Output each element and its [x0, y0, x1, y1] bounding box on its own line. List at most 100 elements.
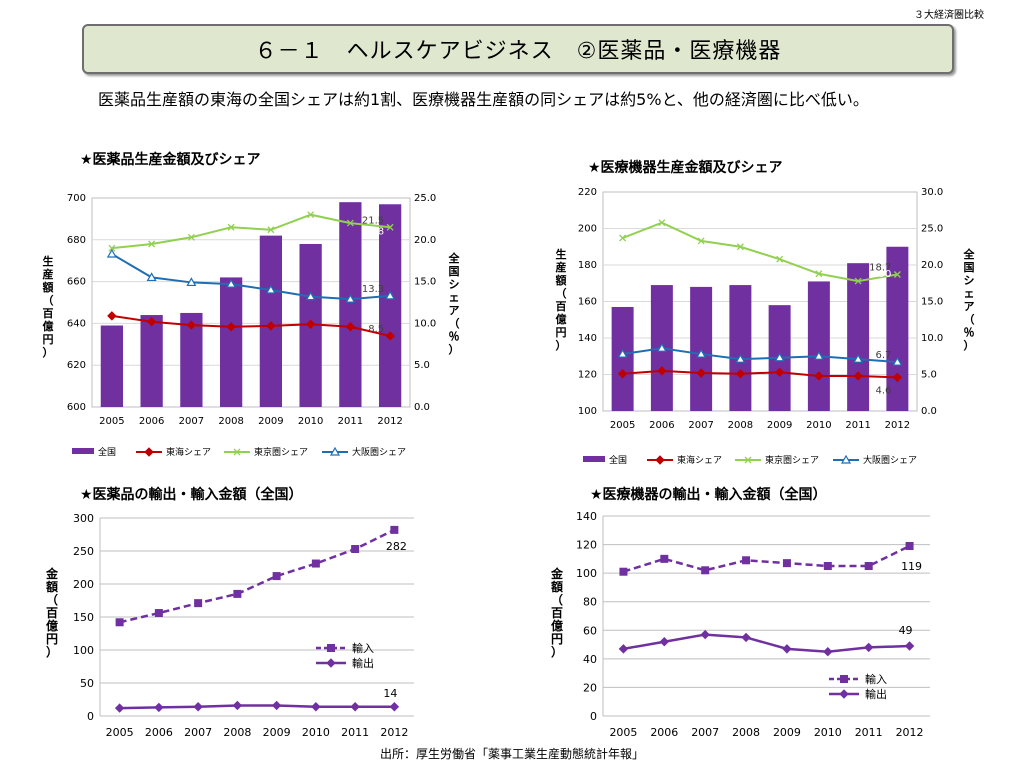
y-tick-label: 40	[583, 653, 597, 666]
series-marker	[266, 321, 276, 331]
chart-pharma-production: 600 620 640 660 680 700 0.0 5.0 10.0 15.0 20.0 25.0…	[42, 193, 461, 458]
legend-label: 輸入	[865, 672, 887, 686]
series-marker	[346, 219, 354, 227]
series-marker	[345, 293, 356, 303]
source-note: 出所：厚生労働省「薬事工業生産動態統計年報」	[379, 747, 644, 761]
data-label-tokyo: 18.7	[869, 262, 891, 273]
y-tick-label: 300	[73, 512, 94, 525]
y2-tick-label: 15.0	[921, 297, 943, 308]
x-tick-label: 2008	[218, 416, 243, 427]
series-marker	[351, 545, 360, 554]
data-label-tokyo: 21.5	[362, 215, 384, 226]
legend-swatch-zenkoku	[72, 448, 94, 454]
x-tick-label: 2007	[179, 416, 204, 427]
x-tick-label: 2007	[184, 726, 212, 739]
series-marker	[619, 567, 628, 576]
svg-text:円: 円	[43, 333, 54, 346]
svg-text:額: 額	[550, 579, 563, 594]
svg-text:額: 額	[555, 273, 567, 287]
series-marker	[892, 372, 903, 383]
x-tick-label: 2009	[258, 416, 283, 427]
series-marker	[305, 319, 316, 329]
series-marker	[154, 702, 164, 713]
y-tick-label: 600	[67, 402, 86, 413]
svg-text:全: 全	[963, 247, 976, 261]
x-tick-label: 2011	[845, 420, 870, 431]
series-marker	[617, 369, 628, 379]
series-marker	[187, 233, 195, 241]
x-tick-label: 2012	[377, 416, 402, 427]
svg-text:産: 産	[556, 260, 567, 274]
series-marker	[271, 700, 282, 711]
series-marker	[774, 367, 785, 378]
series-marker	[864, 562, 873, 570]
legend-swatch-zenkoku	[583, 456, 605, 462]
series-line	[111, 213, 391, 250]
series-marker	[658, 219, 666, 227]
legend-label: 大阪圏シェア	[863, 454, 917, 466]
bar-zenkoku	[847, 263, 870, 411]
legend-label: 東海シェア	[166, 446, 211, 458]
data-label-export: 49	[899, 624, 913, 637]
legend-label: 大阪圏シェア	[352, 446, 406, 458]
legend: 全国 東海シェア 東京圏シェア 大阪圏シェア	[72, 446, 406, 458]
series-marker	[892, 356, 903, 366]
data-label-export: 14	[383, 687, 397, 700]
series-marker	[853, 353, 864, 363]
chart-title-device-production: ★医療機器生産金額及びシェア	[588, 160, 783, 176]
series-marker	[305, 291, 316, 301]
x-tick-label: 2009	[263, 726, 291, 739]
svg-text:円: 円	[46, 632, 58, 646]
series-marker	[350, 702, 360, 712]
y-tick-label: 640	[67, 318, 86, 329]
series-marker	[659, 637, 670, 647]
svg-text:シ: シ	[964, 274, 975, 287]
series-marker	[782, 644, 792, 654]
series-line	[119, 704, 395, 710]
series-line	[622, 347, 898, 364]
svg-text:億: 億	[551, 618, 563, 633]
legend-marker	[144, 447, 154, 457]
legend-marker	[655, 455, 665, 465]
series-marker	[774, 352, 785, 362]
svg-text:円: 円	[556, 326, 567, 339]
series-line	[622, 369, 898, 379]
page-title-box: ６－１ ヘルスケアビジネス ②医薬品・医療機器	[82, 24, 954, 74]
series-line	[111, 314, 391, 337]
legend-marker	[840, 675, 848, 683]
data-label-import: 282	[386, 540, 407, 553]
data-label-osaka: 13.3	[362, 284, 384, 295]
svg-text:国: 国	[449, 265, 460, 278]
series-marker	[893, 271, 901, 278]
svg-text:円: 円	[551, 632, 563, 646]
y-tick-label: 250	[73, 545, 94, 558]
series-marker	[813, 351, 824, 360]
y-tick-label: 140	[576, 510, 597, 523]
series-marker	[265, 284, 276, 294]
series-marker	[696, 348, 707, 358]
svg-text:国: 国	[964, 261, 975, 274]
bar-zenkoku	[807, 281, 830, 411]
series-marker	[148, 240, 156, 248]
series-marker	[186, 320, 197, 330]
series-line	[111, 253, 391, 301]
x-tick-label: 2008	[728, 420, 753, 431]
svg-text:（: （	[964, 313, 975, 326]
x-tick-label: 2006	[139, 416, 164, 427]
series-marker	[146, 272, 157, 282]
svg-text:億: 億	[46, 618, 58, 633]
x-tick-label: 2012	[896, 726, 924, 739]
series-line	[623, 544, 911, 573]
series-marker	[233, 589, 242, 598]
series-marker	[905, 542, 914, 550]
legend-marker	[326, 658, 336, 668]
series-marker	[389, 702, 400, 712]
y-tick-label: 100	[578, 406, 597, 417]
bar-zenkoku	[100, 325, 124, 407]
legend-marker	[327, 644, 335, 652]
legend-marker	[744, 456, 752, 464]
series-marker	[146, 317, 157, 327]
svg-text:全: 全	[448, 251, 461, 265]
svg-text:額: 額	[42, 280, 54, 294]
legend: 全国 東海シェア 東京圏シェア 大阪圏シェア	[583, 454, 917, 466]
